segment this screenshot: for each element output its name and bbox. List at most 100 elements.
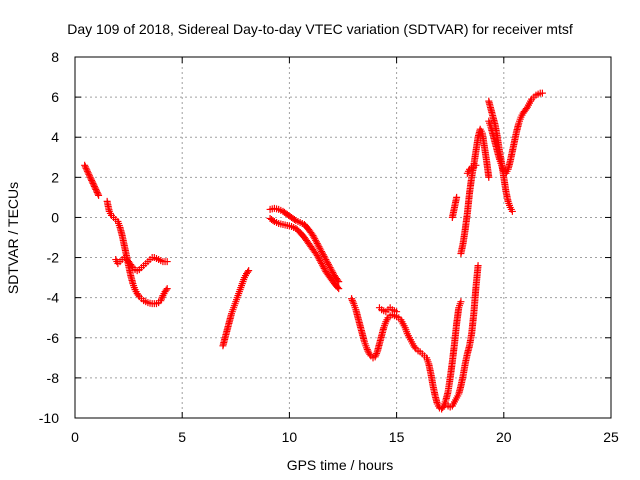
data-point xyxy=(93,188,101,196)
x-tick-label: 15 xyxy=(389,429,405,445)
data-point xyxy=(439,403,447,411)
data-point xyxy=(132,288,140,296)
data-point xyxy=(383,316,391,324)
y-tick-label: 0 xyxy=(51,209,59,225)
data-point xyxy=(371,353,379,361)
data-point xyxy=(280,208,288,216)
data-point xyxy=(83,167,91,175)
data-point xyxy=(324,259,332,267)
data-point xyxy=(329,268,337,276)
data-point xyxy=(163,285,171,293)
data-point xyxy=(240,276,248,284)
data-point xyxy=(328,277,336,285)
data-point xyxy=(400,322,408,330)
data-point xyxy=(303,223,311,231)
data-point xyxy=(349,298,357,306)
data-point xyxy=(84,169,92,177)
data-point xyxy=(351,304,359,312)
data-point xyxy=(158,293,166,301)
data-point xyxy=(411,343,419,351)
data-point xyxy=(403,328,411,336)
data-point xyxy=(95,191,103,199)
data-point xyxy=(229,306,237,314)
chart-title: Day 109 of 2018, Sidereal Day-to-day VTE… xyxy=(67,21,573,37)
data-point xyxy=(324,271,332,279)
data-point xyxy=(321,254,329,262)
data-point xyxy=(398,318,406,326)
x-axis-label: GPS time / hours xyxy=(287,457,394,473)
data-point xyxy=(429,380,437,388)
data-point xyxy=(318,260,326,268)
plot-frame xyxy=(74,56,612,419)
data-point xyxy=(407,336,415,344)
data-point xyxy=(493,146,501,154)
data-point xyxy=(485,172,493,180)
data-point xyxy=(507,205,515,213)
data-point xyxy=(328,267,336,275)
data-point xyxy=(273,218,281,226)
data-point xyxy=(310,233,318,241)
data-point xyxy=(497,159,505,167)
y-tick-label: -2 xyxy=(47,250,60,266)
data-point xyxy=(319,263,327,271)
data-point xyxy=(118,230,126,238)
data-point xyxy=(225,319,233,327)
data-point xyxy=(128,278,136,286)
data-point xyxy=(373,349,381,357)
data-point xyxy=(92,185,100,193)
data-point xyxy=(449,400,457,408)
data-point xyxy=(120,240,128,248)
data-point xyxy=(322,256,330,264)
data-point xyxy=(233,294,241,302)
data-point xyxy=(379,325,387,333)
data-point xyxy=(318,261,326,269)
data-point xyxy=(85,170,93,178)
data-point xyxy=(244,268,252,276)
data-point xyxy=(318,249,326,257)
data-point xyxy=(83,166,91,174)
data-point xyxy=(518,111,526,119)
data-point xyxy=(455,305,463,313)
data-point xyxy=(503,167,511,175)
data-point xyxy=(285,222,293,230)
data-point xyxy=(363,345,371,353)
data-point xyxy=(508,149,516,157)
y-tick-label: -6 xyxy=(47,330,60,346)
data-point xyxy=(269,216,277,224)
data-point xyxy=(450,205,458,213)
data-point xyxy=(277,206,285,214)
x-tick-label: 20 xyxy=(496,429,512,445)
data-point xyxy=(444,390,452,398)
data-point xyxy=(307,228,315,236)
data-point xyxy=(106,209,114,217)
y-axis-label: SDTVAR / TECUs xyxy=(5,182,21,294)
data-point xyxy=(431,390,439,398)
x-tick-label: 0 xyxy=(71,429,79,445)
y-tick-label: -10 xyxy=(39,410,59,426)
data-point xyxy=(538,89,546,97)
data-point xyxy=(277,220,285,228)
data-point xyxy=(90,181,98,189)
data-points xyxy=(81,89,546,413)
data-point xyxy=(113,258,121,266)
data-point xyxy=(289,214,297,222)
data-point xyxy=(157,297,165,305)
data-point xyxy=(94,190,102,198)
data-point xyxy=(524,101,532,109)
data-point xyxy=(362,342,370,350)
data-point xyxy=(472,161,480,169)
tick-layer: 0 5 10 15 20 25 -10 -8 -6 -4 -2 0 2 4 6 8 xyxy=(39,49,619,445)
data-point xyxy=(461,362,469,370)
data-point xyxy=(393,308,401,316)
data-point xyxy=(452,396,460,404)
grid-layer xyxy=(75,57,611,418)
data-point xyxy=(231,300,239,308)
data-point xyxy=(474,263,482,271)
data-point xyxy=(433,398,441,406)
y-tick-label: 6 xyxy=(51,89,59,105)
data-point xyxy=(89,179,97,187)
data-point xyxy=(366,350,374,358)
data-point xyxy=(506,159,514,167)
data-point xyxy=(514,121,522,129)
